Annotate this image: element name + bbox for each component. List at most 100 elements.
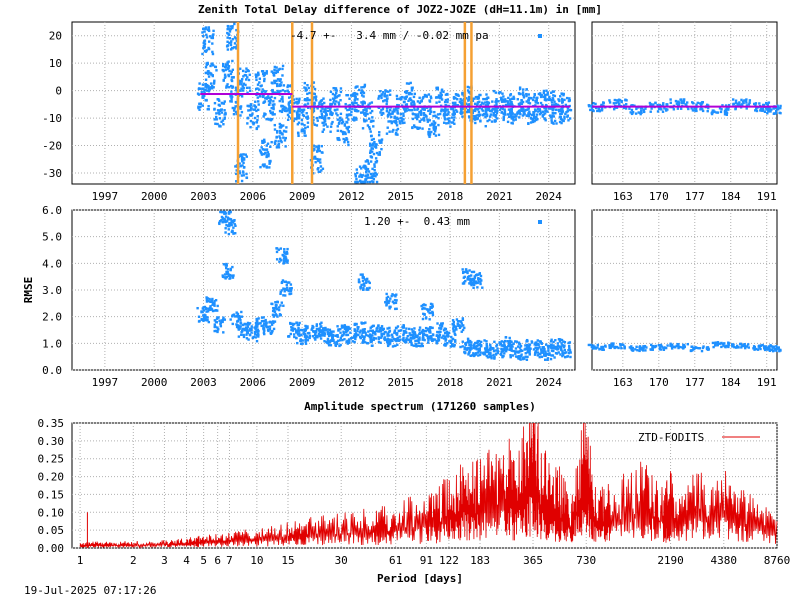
ztd-point (265, 144, 268, 147)
ztd-recent-point (589, 108, 592, 112)
ztd-point (252, 108, 255, 111)
rmse-point (239, 318, 242, 322)
ztd-point (313, 147, 316, 150)
ztd-point (331, 92, 335, 96)
ztd-point (260, 146, 263, 149)
ztd-point (534, 104, 537, 107)
ztd-point (474, 121, 477, 125)
ztd-point (527, 96, 531, 100)
rmse-point (417, 344, 420, 347)
rmse-point (472, 352, 475, 355)
ztd-point (518, 116, 521, 119)
ztd-point (282, 124, 285, 127)
ztd-point (335, 89, 338, 92)
ztd-point (388, 93, 392, 96)
rmse-point (362, 276, 365, 279)
xtick-rmse_recent-2: 177 (685, 376, 705, 389)
ztd-point (303, 124, 306, 127)
rmse-recent-point (747, 343, 750, 346)
ztd-point (218, 112, 221, 116)
ztd-point (446, 100, 449, 104)
ztd-recent-point (768, 107, 771, 111)
rmse-recent-point (651, 346, 654, 350)
ztd-point (434, 134, 438, 137)
rmse-point (461, 318, 465, 321)
ztd-point (371, 116, 374, 119)
top-chart-title: Zenith Total Delay difference of JOZ2-JO… (198, 3, 602, 16)
rmse-point (202, 314, 205, 317)
ztd-point (313, 123, 317, 126)
ztd-point (484, 115, 487, 119)
ztd-point (420, 118, 423, 121)
ztd-point (321, 121, 324, 125)
ztd-point (396, 127, 400, 131)
ztd-point (563, 115, 566, 118)
ztd-point (506, 120, 510, 124)
ztd-point (410, 92, 413, 96)
ztd-point (487, 108, 490, 112)
ytick-spectrum-4: 0.15 (38, 488, 65, 501)
ztd-point (510, 97, 514, 100)
ztd-point (511, 115, 515, 118)
rmse-point (422, 329, 426, 333)
ztd-point (257, 100, 260, 103)
xtick-spectrum-5: 6 (214, 554, 221, 567)
ztd-point (434, 96, 438, 99)
rmse-recent-point (756, 348, 760, 351)
rmse-point (272, 321, 275, 325)
rmse-point (240, 315, 244, 318)
ztd-recent-point (707, 106, 710, 110)
rmse-point (475, 348, 478, 351)
rmse-point (421, 333, 425, 336)
ztd-point (229, 72, 233, 76)
ztd-recent-point (675, 102, 679, 105)
ztd-point (435, 87, 439, 91)
ztd-point (207, 26, 210, 29)
ztd-point (199, 105, 202, 109)
rmse-point (445, 331, 448, 334)
ztd-point (539, 95, 543, 99)
rmse-point (266, 328, 270, 332)
rmse-point (277, 248, 280, 251)
rmse-point (295, 321, 298, 324)
ztd-point (500, 111, 504, 114)
rmse-point (503, 352, 506, 355)
rmse-point (211, 297, 214, 301)
rmse-point (386, 295, 390, 299)
rmse-point (338, 339, 342, 342)
ztd-point (542, 95, 545, 99)
ztd-recent-point (765, 107, 768, 111)
rmse-point (528, 346, 531, 349)
ztd-point (337, 136, 340, 140)
rmse-point (452, 320, 456, 324)
rmse-point (424, 329, 428, 333)
rmse-point (339, 343, 342, 347)
rmse-point (413, 327, 416, 330)
rmse-point (224, 277, 227, 280)
rmse-point (512, 349, 515, 353)
ztd-point (275, 79, 278, 83)
ztd-point (288, 105, 291, 108)
ztd-point (333, 94, 337, 97)
ztd-point (372, 174, 375, 178)
ztd-point (230, 100, 233, 103)
rmse-point (306, 326, 309, 330)
rmse-point (254, 321, 258, 325)
rmse-point (500, 344, 503, 347)
ztd-point (494, 119, 497, 123)
ztd-point (296, 123, 300, 126)
ztd-point (365, 119, 368, 122)
rmse-point (229, 218, 233, 221)
ztd-point (523, 112, 526, 116)
ztd-point (385, 106, 389, 110)
ztd-point (408, 98, 411, 101)
ztd-point (330, 113, 334, 117)
ztd-point (546, 98, 549, 101)
rmse-point (440, 322, 443, 325)
rmse-point (517, 355, 521, 358)
rmse-point (431, 339, 434, 343)
ztd-point (268, 166, 271, 169)
ztd-point (334, 87, 338, 90)
ztd-point (391, 112, 394, 115)
ztd-recent-point (635, 107, 638, 111)
